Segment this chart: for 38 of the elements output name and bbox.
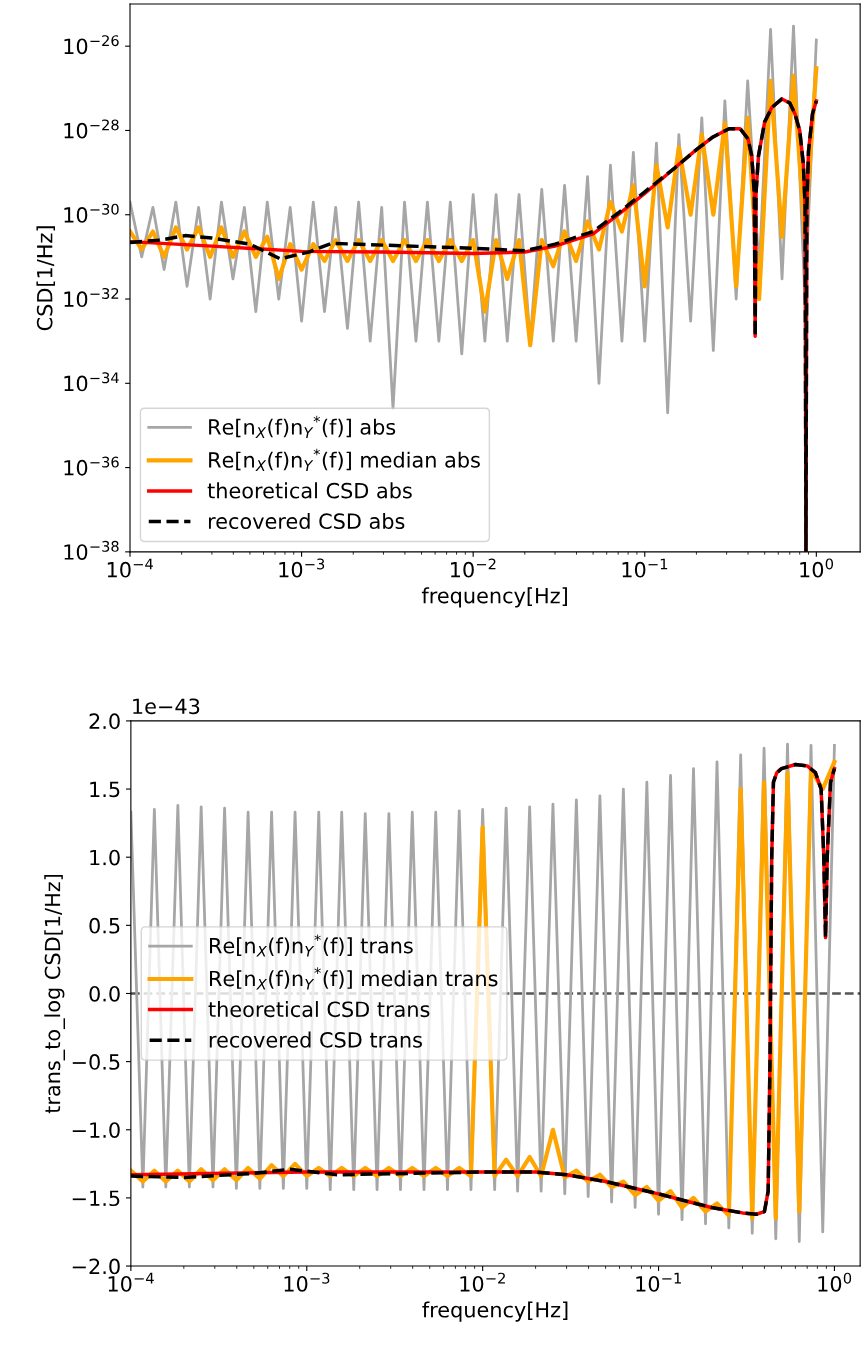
y-axis-title: trans_to_log CSD[1/Hz] xyxy=(44,874,66,1114)
x-tick-label: 10$^{−1}$ xyxy=(622,558,668,578)
legend-label: Re[n$_{X}$(f)n$_{Y}$$^{*}$(f)] trans xyxy=(210,934,413,957)
y-tick-label: −1.0 xyxy=(72,1122,120,1138)
x-tick-label: 10$^{0}$ xyxy=(818,1272,852,1292)
legend-label: theoretical CSD trans xyxy=(208,1001,430,1018)
x-tick-label: 10$^{−2}$ xyxy=(460,1272,505,1292)
y-tick-label: −0.5 xyxy=(72,1054,120,1070)
x-tick-label: 10$^{0}$ xyxy=(800,558,834,578)
x-axis-title: frequency[Hz] xyxy=(421,587,567,608)
y-tick-label: 10$^{−34}$ xyxy=(64,372,119,392)
y-tick-label: 10$^{−32}$ xyxy=(64,287,119,308)
legend-label: Re[n$_{X}$(f)n$_{Y}$$^{*}$(f)] median trans xyxy=(210,967,498,990)
legend-label: recovered CSD abs xyxy=(208,512,405,530)
y-tick-label: 2.0 xyxy=(89,713,120,730)
y-tick-label: 10$^{−36}$ xyxy=(64,456,119,476)
x-tick-label: 10$^{−4}$ xyxy=(107,558,153,578)
y-tick-label: 0.5 xyxy=(89,917,120,934)
legend-label: theoretical CSD abs xyxy=(207,482,412,499)
legend-label: Re[n$_{X}$(f)n$_{Y}$$^{*}$(f)] abs xyxy=(209,415,396,438)
y-tick-label: 10$^{−26}$ xyxy=(64,35,119,55)
x-tick-label: 10$^{−3}$ xyxy=(284,1272,330,1292)
y-tick-label: 10$^{−30}$ xyxy=(64,203,119,223)
y-tick-label: 10$^{−38}$ xyxy=(64,540,119,560)
x-tick-label: 10$^{−1}$ xyxy=(636,1272,681,1292)
y-tick-label: 10$^{−28}$ xyxy=(64,119,119,139)
x-tick-label: 10$^{−3}$ xyxy=(279,558,325,578)
y-tick-label: −2.0 xyxy=(72,1258,120,1275)
y-tick-label: 1.0 xyxy=(90,849,120,866)
y-tick-label: −1.5 xyxy=(72,1190,120,1207)
y-axis-title: CSD[1/Hz] xyxy=(36,226,56,331)
y-tick-label: 0.0 xyxy=(89,985,120,1002)
legend-label: recovered CSD trans xyxy=(209,1031,422,1048)
legend-label: Re[n$_{X}$(f)n$_{Y}$$^{*}$(f)] median abs xyxy=(209,448,480,471)
y-tick-label: 1.5 xyxy=(90,781,120,798)
x-tick-label: 10$^{−2}$ xyxy=(450,558,496,578)
x-axis-title: frequency[Hz] xyxy=(422,1301,568,1322)
text: 1e−43 xyxy=(133,698,200,715)
